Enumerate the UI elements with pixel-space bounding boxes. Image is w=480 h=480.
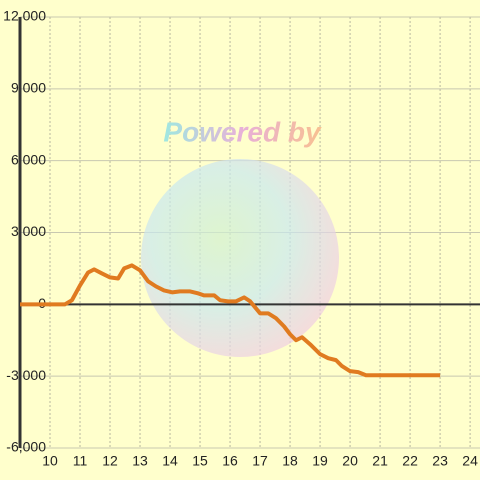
x-tick-label: 24	[462, 453, 478, 469]
x-tick-label: 18	[282, 453, 298, 469]
y-tick-label: -6,000	[6, 439, 46, 455]
watermark: Powered by	[163, 116, 322, 147]
x-tick-label: 17	[252, 453, 268, 469]
x-tick-label: 22	[402, 453, 418, 469]
watermark-logo	[141, 159, 339, 357]
x-tick-label: 21	[372, 453, 388, 469]
y-tick-label: 3,000	[11, 223, 46, 239]
y-tick-label: 12,000	[3, 8, 46, 24]
x-tick-label: 14	[162, 453, 178, 469]
x-tick-label: 13	[132, 453, 148, 469]
y-tick-label: 9,000	[11, 80, 46, 96]
x-tick-label: 23	[432, 453, 448, 469]
x-tick-label: 11	[73, 453, 88, 469]
x-tick-label: 12	[102, 453, 118, 469]
x-tick-label: 15	[192, 453, 208, 469]
x-tick-label: 10	[42, 453, 58, 469]
y-tick-label: -3,000	[6, 367, 46, 383]
x-tick-label: 19	[312, 453, 328, 469]
x-tick-label: 16	[222, 453, 238, 469]
x-tick-label: 20	[342, 453, 358, 469]
y-tick-label: 6,000	[11, 151, 46, 167]
line-series	[20, 263, 441, 378]
